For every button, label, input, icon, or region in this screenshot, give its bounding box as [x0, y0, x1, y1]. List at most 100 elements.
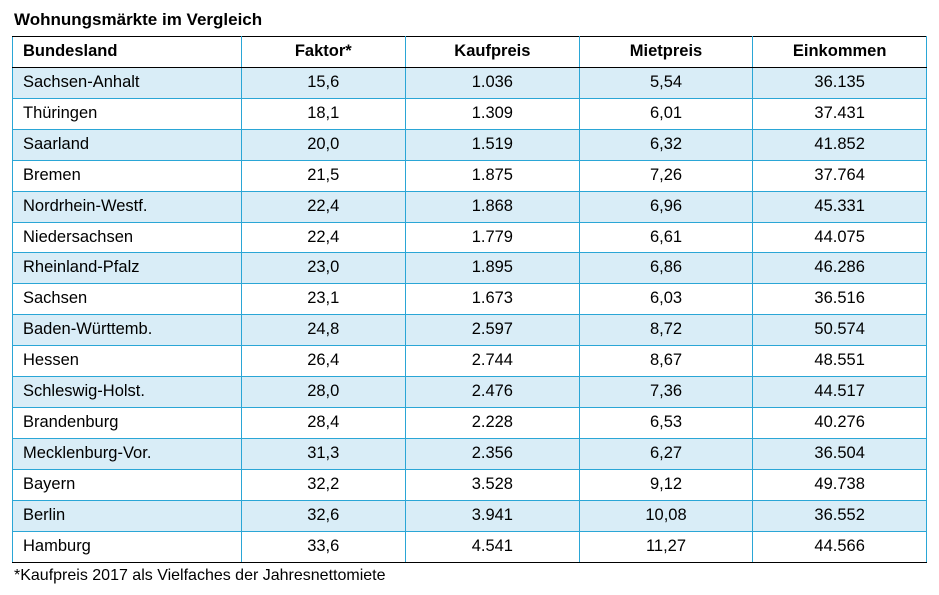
table-cell: 40.276 [753, 408, 927, 439]
table-row: Schleswig-Holst.28,02.4767,3644.517 [13, 377, 927, 408]
table-cell: 22,4 [241, 222, 406, 253]
table-cell: 32,6 [241, 500, 406, 531]
table-cell: 6,86 [579, 253, 753, 284]
table-cell: 1.673 [406, 284, 580, 315]
table-cell: 31,3 [241, 438, 406, 469]
table-cell: 1.779 [406, 222, 580, 253]
table-cell: 1.895 [406, 253, 580, 284]
col-header-mietpreis: Mietpreis [579, 37, 753, 68]
table-cell: 6,61 [579, 222, 753, 253]
table-cell: 6,32 [579, 129, 753, 160]
table-cell: 37.764 [753, 160, 927, 191]
table-cell: 3.528 [406, 469, 580, 500]
table-cell: 32,2 [241, 469, 406, 500]
table-cell: 46.286 [753, 253, 927, 284]
table-cell: 23,0 [241, 253, 406, 284]
table-cell: 6,96 [579, 191, 753, 222]
col-header-bundesland: Bundesland [13, 37, 242, 68]
table-cell: Mecklenburg-Vor. [13, 438, 242, 469]
table-cell: 33,6 [241, 531, 406, 562]
table-cell: 2.597 [406, 315, 580, 346]
table-cell: 9,12 [579, 469, 753, 500]
table-cell: Rheinland-Pfalz [13, 253, 242, 284]
col-header-einkommen: Einkommen [753, 37, 927, 68]
table-cell: 44.566 [753, 531, 927, 562]
table-cell: 28,0 [241, 377, 406, 408]
table-cell: 2.476 [406, 377, 580, 408]
table-cell: 23,1 [241, 284, 406, 315]
table-cell: 7,36 [579, 377, 753, 408]
table-cell: 21,5 [241, 160, 406, 191]
table-header-row: Bundesland Faktor* Kaufpreis Mietpreis E… [13, 37, 927, 68]
table-cell: 22,4 [241, 191, 406, 222]
table-cell: 24,8 [241, 315, 406, 346]
table-row: Berlin32,63.94110,0836.552 [13, 500, 927, 531]
table-cell: 1.519 [406, 129, 580, 160]
table-cell: 44.075 [753, 222, 927, 253]
table-cell: 50.574 [753, 315, 927, 346]
table-cell: 1.875 [406, 160, 580, 191]
table-cell: Niedersachsen [13, 222, 242, 253]
table-row: Bremen21,51.8757,2637.764 [13, 160, 927, 191]
table-cell: Thüringen [13, 98, 242, 129]
table-row: Nordrhein-Westf.22,41.8686,9645.331 [13, 191, 927, 222]
table-cell: 6,27 [579, 438, 753, 469]
table-cell: 6,53 [579, 408, 753, 439]
table-cell: Berlin [13, 500, 242, 531]
col-header-kaufpreis: Kaufpreis [406, 37, 580, 68]
table-cell: Hamburg [13, 531, 242, 562]
table-cell: 36.552 [753, 500, 927, 531]
table-cell: 26,4 [241, 346, 406, 377]
table-row: Brandenburg28,42.2286,5340.276 [13, 408, 927, 439]
table-cell: 36.135 [753, 67, 927, 98]
table-cell: 18,1 [241, 98, 406, 129]
table-cell: 8,67 [579, 346, 753, 377]
table-cell: 11,27 [579, 531, 753, 562]
table-row: Rheinland-Pfalz23,01.8956,8646.286 [13, 253, 927, 284]
table-cell: 36.516 [753, 284, 927, 315]
table-cell: 4.541 [406, 531, 580, 562]
table-cell: 45.331 [753, 191, 927, 222]
table-cell: 36.504 [753, 438, 927, 469]
table-row: Baden-Württemb.24,82.5978,7250.574 [13, 315, 927, 346]
table-row: Hessen26,42.7448,6748.551 [13, 346, 927, 377]
page-title: Wohnungsmärkte im Vergleich [14, 10, 927, 30]
table-cell: 3.941 [406, 500, 580, 531]
table-cell: 49.738 [753, 469, 927, 500]
col-header-faktor: Faktor* [241, 37, 406, 68]
table-cell: 37.431 [753, 98, 927, 129]
table-cell: 15,6 [241, 67, 406, 98]
table-cell: 41.852 [753, 129, 927, 160]
table-row: Niedersachsen22,41.7796,6144.075 [13, 222, 927, 253]
table-cell: 2.356 [406, 438, 580, 469]
table-cell: 1.868 [406, 191, 580, 222]
table-cell: 2.228 [406, 408, 580, 439]
table-row: Mecklenburg-Vor.31,32.3566,2736.504 [13, 438, 927, 469]
table-cell: 44.517 [753, 377, 927, 408]
table-cell: Bremen [13, 160, 242, 191]
table-cell: Baden-Württemb. [13, 315, 242, 346]
table-cell: 20,0 [241, 129, 406, 160]
table-cell: Hessen [13, 346, 242, 377]
table-cell: 8,72 [579, 315, 753, 346]
table-cell: Schleswig-Holst. [13, 377, 242, 408]
table-cell: 1.036 [406, 67, 580, 98]
table-row: Sachsen-Anhalt15,61.0365,5436.135 [13, 67, 927, 98]
table-cell: 2.744 [406, 346, 580, 377]
table-cell: 48.551 [753, 346, 927, 377]
table-cell: 28,4 [241, 408, 406, 439]
footnote: *Kaufpreis 2017 als Vielfaches der Jahre… [14, 567, 927, 585]
table-cell: Brandenburg [13, 408, 242, 439]
table-cell: 6,03 [579, 284, 753, 315]
table-row: Bayern32,23.5289,1249.738 [13, 469, 927, 500]
table-cell: 1.309 [406, 98, 580, 129]
table-row: Saarland20,01.5196,3241.852 [13, 129, 927, 160]
table-row: Sachsen23,11.6736,0336.516 [13, 284, 927, 315]
table-cell: Sachsen-Anhalt [13, 67, 242, 98]
table-cell: 7,26 [579, 160, 753, 191]
table-cell: 10,08 [579, 500, 753, 531]
table-row: Hamburg33,64.54111,2744.566 [13, 531, 927, 562]
table-cell: Sachsen [13, 284, 242, 315]
table-cell: 5,54 [579, 67, 753, 98]
table-row: Thüringen18,11.3096,0137.431 [13, 98, 927, 129]
